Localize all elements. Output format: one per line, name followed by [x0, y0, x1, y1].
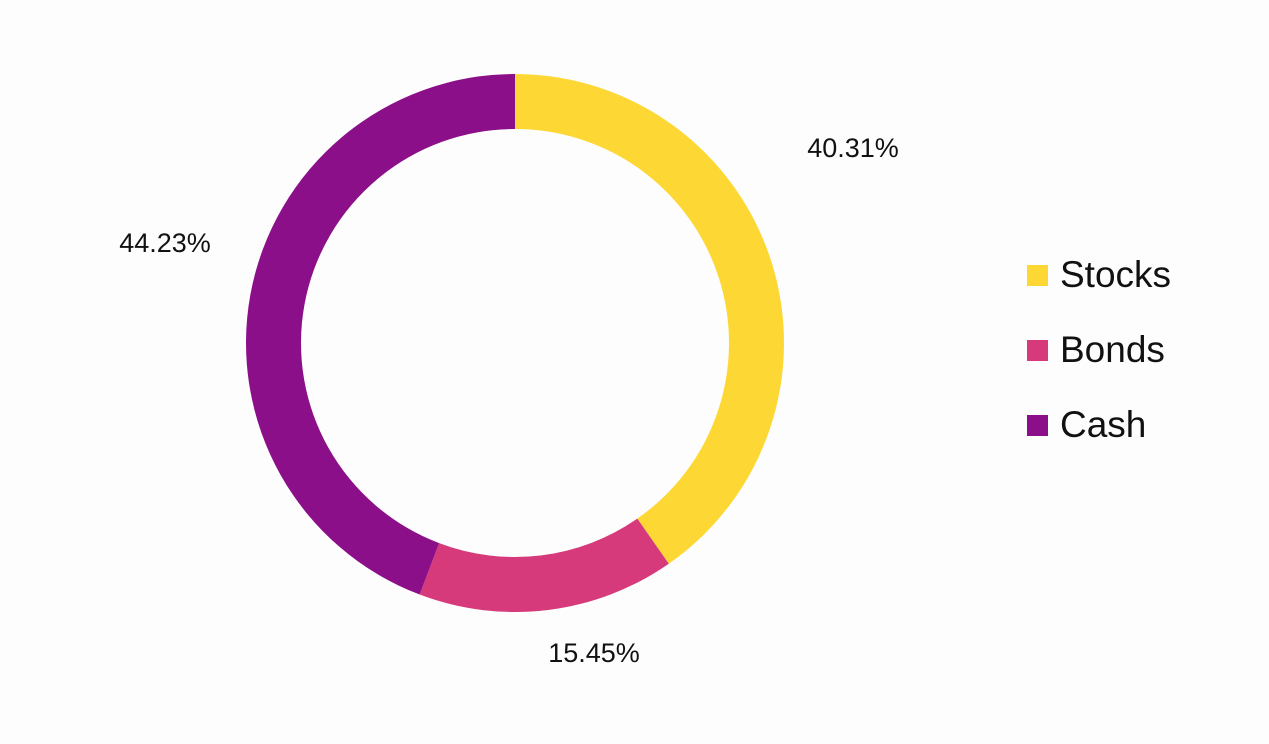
- legend-swatch: [1027, 340, 1048, 361]
- value-label: 40.31%: [807, 133, 899, 163]
- legend-swatch: [1027, 415, 1048, 436]
- legend-label: Bonds: [1060, 329, 1165, 370]
- donut-slice: [515, 74, 785, 564]
- value-label: 15.45%: [548, 638, 640, 668]
- donut-slice: [246, 74, 515, 595]
- legend-swatch: [1027, 265, 1048, 286]
- donut-slice: [419, 518, 669, 612]
- legend-label: Stocks: [1060, 254, 1171, 295]
- legend-label: Cash: [1060, 404, 1146, 445]
- value-label: 44.23%: [119, 228, 211, 258]
